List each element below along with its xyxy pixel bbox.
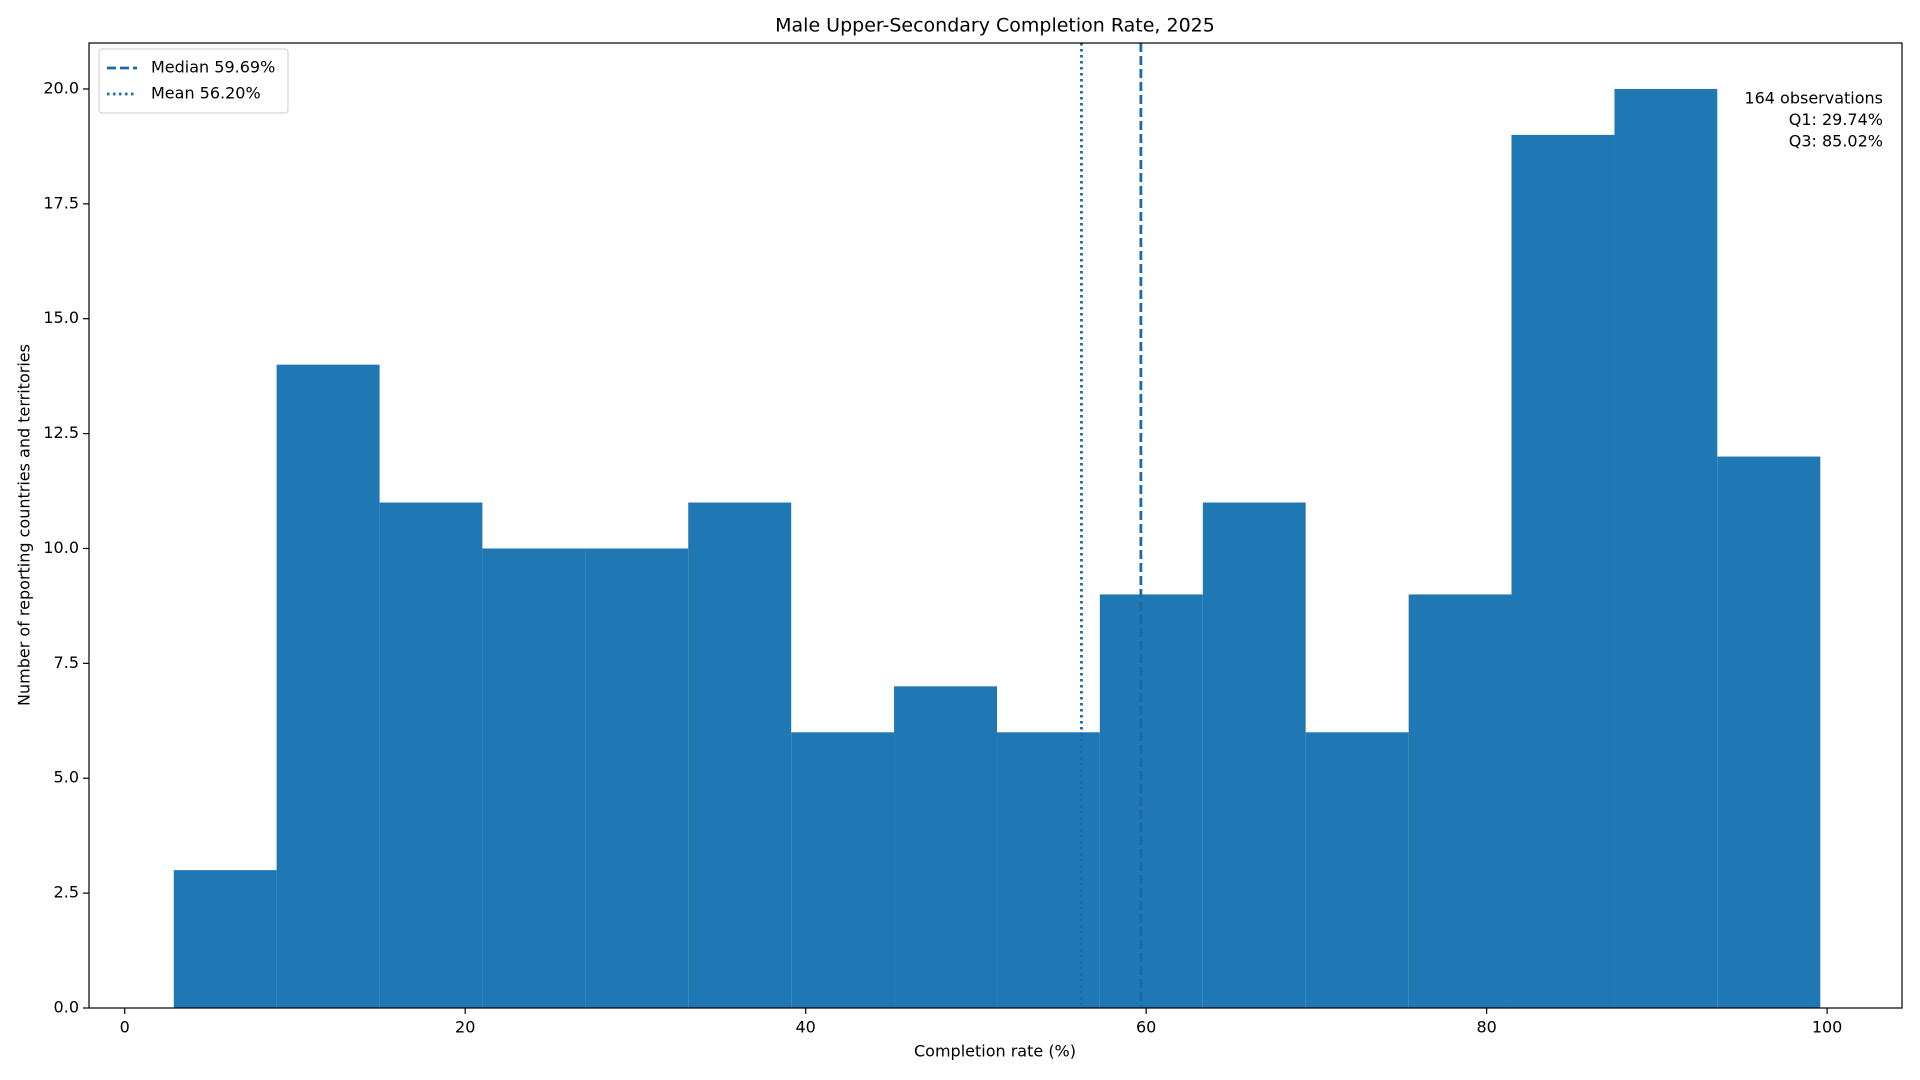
- bar: [276, 364, 380, 1009]
- bar: [997, 732, 1100, 1008]
- bar: [1408, 594, 1512, 1008]
- bar: [1202, 502, 1306, 1008]
- y-tick-label: 12.5: [43, 423, 79, 442]
- x-tick-label: 40: [796, 1018, 816, 1037]
- annotation: 164 observations: [1744, 89, 1883, 108]
- y-tick-label: 20.0: [43, 78, 79, 97]
- y-tick-label: 10.0: [43, 538, 79, 557]
- chart-title: Male Upper-Secondary Completion Rate, 20…: [775, 15, 1215, 37]
- annotation: Q3: 85.02%: [1789, 132, 1883, 151]
- annotation: Q1: 29.74%: [1789, 110, 1883, 129]
- y-axis-label: Number of reporting countries and territ…: [15, 344, 34, 706]
- y-tick-label: 15.0: [43, 308, 79, 327]
- y-tick-label: 7.5: [54, 653, 79, 672]
- y-tick-label: 0.0: [54, 998, 79, 1017]
- bar: [1614, 88, 1718, 1008]
- x-tick-label: 80: [1476, 1018, 1496, 1037]
- bar: [173, 870, 277, 1008]
- x-tick-label: 60: [1136, 1018, 1156, 1037]
- x-tick-label: 20: [455, 1018, 475, 1037]
- bar: [1717, 456, 1821, 1009]
- x-tick-label: 100: [1812, 1018, 1843, 1037]
- bar: [894, 686, 998, 1008]
- y-tick-label: 5.0: [54, 768, 79, 787]
- bar: [1099, 594, 1203, 1008]
- y-tick-label: 2.5: [54, 883, 79, 902]
- x-axis-label: Completion rate (%): [914, 1042, 1076, 1061]
- y-tick-label: 17.5: [43, 193, 79, 212]
- bar: [585, 548, 689, 1008]
- legend-box: [98, 48, 289, 114]
- bar: [482, 548, 586, 1008]
- legend-label: Mean 56.20%: [151, 84, 261, 103]
- axes-frame: [88, 42, 1903, 1009]
- bar: [688, 502, 792, 1008]
- legend-label: Median 59.69%: [151, 58, 275, 77]
- bar: [791, 732, 895, 1008]
- x-tick-label: 0: [120, 1018, 130, 1037]
- bar: [1511, 134, 1615, 1008]
- bar: [379, 502, 483, 1008]
- bar: [1305, 732, 1409, 1008]
